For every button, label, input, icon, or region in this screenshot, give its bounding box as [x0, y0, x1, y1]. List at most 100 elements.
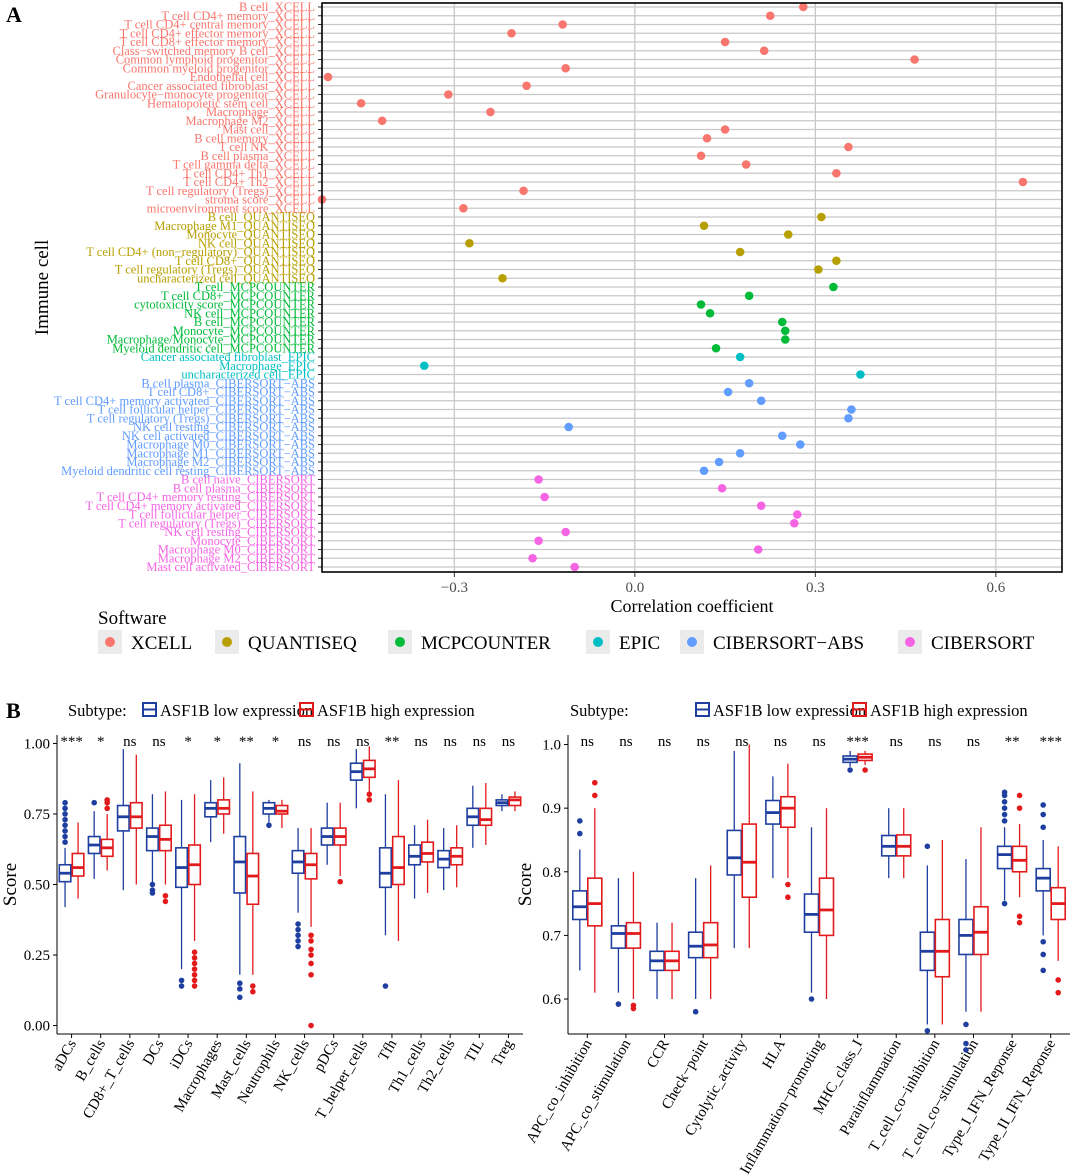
box-outlier — [577, 830, 583, 837]
data-point — [459, 203, 468, 213]
box-outlier — [295, 921, 301, 927]
box-outlier — [62, 828, 68, 834]
significance-label: ns — [890, 734, 904, 750]
significance-label: ** — [1005, 734, 1020, 750]
y-tick-label: 0.6 — [542, 992, 561, 1008]
box-outlier — [1040, 824, 1046, 831]
x-tick-label: 0.0 — [625, 580, 644, 596]
y-tick-label: T cell CD4+ memory resting_CIBERSORT — [96, 490, 315, 504]
box-outlier — [382, 983, 389, 989]
box-body — [610, 925, 627, 949]
data-point — [720, 37, 730, 47]
x-tick-label: T_cell_co−inhibition — [866, 1037, 943, 1155]
box-outlier — [237, 986, 243, 992]
data-point — [792, 510, 802, 519]
box-outlier — [91, 799, 97, 806]
legend-label: XCELL — [131, 633, 192, 654]
y-tick-label: Common myeloid progenitor_XCELL — [123, 61, 315, 75]
data-point — [832, 168, 841, 178]
significance-label: ns — [658, 734, 672, 750]
box-outlier — [615, 1001, 622, 1007]
y-tick-label: Macrophage M1_CIBERSORT−ABS — [126, 446, 315, 460]
box-outlier — [191, 977, 198, 984]
y-axis-title: Score — [515, 863, 536, 906]
box-body — [587, 877, 603, 927]
y-tick-label: Common lymphoid progenitor_XCELL — [116, 53, 315, 67]
box-outlier — [62, 811, 68, 817]
data-point — [419, 361, 429, 371]
data-point — [753, 545, 763, 554]
panel-a-label: A — [6, 2, 22, 27]
box-outlier — [1040, 802, 1046, 808]
y-tick-label: Myeloid dendritic cell_MCPCOUNTER — [112, 341, 315, 355]
box-outlier — [924, 843, 931, 850]
y-tick-label: Endothelial cell_XCELL — [190, 70, 315, 84]
y-tick-label: 0.00 — [24, 1019, 50, 1035]
data-point — [717, 483, 727, 493]
y-tick-label: T cell regulatory (Tregs)_XCELL — [146, 184, 315, 198]
legend-marker — [222, 637, 232, 647]
x-axis-title: Correlation coefficient — [610, 596, 773, 616]
y-tick-label: T cell CD4+ central memory_XCELL — [124, 18, 315, 32]
y-tick-label: 0.9 — [542, 801, 561, 817]
data-point — [507, 28, 516, 38]
data-point — [735, 448, 745, 458]
box-outlier — [191, 960, 198, 967]
y-tick-label: T cell CD8+_QUANTISEQ — [175, 254, 315, 268]
data-point — [817, 212, 826, 222]
box-outlier — [250, 988, 256, 995]
box-outlier — [191, 949, 198, 955]
y-tick-label: uncharacterized cell_QUANTISEQ — [137, 271, 315, 285]
y-tick-label: cytotoxicity score_MCPCOUNTER — [134, 298, 316, 312]
box-body — [421, 841, 435, 863]
box-body — [233, 835, 247, 894]
box-body — [508, 796, 522, 807]
box-body — [116, 804, 130, 832]
box-outlier — [1001, 789, 1008, 796]
box-body — [973, 905, 989, 956]
y-tick-label: T cell gamma delta_XCELL — [173, 158, 315, 172]
data-point — [696, 300, 706, 309]
y-tick-label: Macrophage_XCELL — [206, 105, 315, 119]
data-point — [780, 335, 790, 344]
y-axis-title: Score — [0, 863, 21, 906]
y-tick-label: Monocyte_CIBERSORT — [190, 534, 315, 548]
y-tick-label: Cancer associated fibroblast_EPIC — [141, 350, 315, 364]
box-outlier — [924, 1028, 931, 1034]
data-point — [910, 55, 919, 64]
y-tick-label: B cell_MCPCOUNTER — [194, 315, 316, 329]
box-outlier — [191, 971, 198, 978]
box-body — [934, 918, 951, 978]
data-point — [756, 501, 766, 511]
box-outlier — [149, 887, 156, 893]
significance-label: ns — [152, 734, 166, 750]
x-tick-label: CCR — [644, 1037, 673, 1071]
box-outlier — [250, 983, 256, 989]
x-tick-label: Treg — [489, 1037, 517, 1069]
data-point — [534, 536, 543, 546]
significance-label: * — [213, 734, 221, 750]
y-tick-label: B cell plasma_XCELL — [200, 149, 315, 163]
legend-label: ASF1B high expression — [317, 701, 475, 720]
y-tick-label: 1.00 — [24, 736, 50, 752]
box-outlier — [1001, 900, 1008, 907]
box-body — [275, 804, 289, 815]
legend-marker — [687, 637, 697, 647]
immune-function-boxplot: Subtype: ASF1B low expression ASF1B high e… — [515, 701, 1070, 1176]
significance-label: ns — [123, 734, 137, 750]
x-tick-label: Type_I_IFN_Reponse — [940, 1037, 1021, 1161]
significance-label: ns — [581, 734, 595, 750]
y-tick-label: Myeloid dendritic cell resting_CIBERSORT… — [61, 464, 315, 478]
immune-cell-boxplot: Subtype: ASF1B low expression ASF1B high e… — [0, 701, 523, 1122]
significance-label: ns — [414, 734, 428, 750]
y-tick-label: Macrophage_EPIC — [219, 359, 315, 373]
y-tick-label: uncharacterized cell_EPIC — [181, 368, 315, 382]
legend-label: QUANTISEQ — [248, 633, 357, 654]
immune-function-legend-title: Subtype: — [570, 701, 629, 720]
x-tick-label: pDCs — [311, 1037, 342, 1075]
y-tick-label: Monocyte_MCPCOUNTER — [173, 324, 316, 338]
data-point — [783, 230, 793, 239]
box-outlier — [62, 822, 68, 829]
box-outlier — [308, 932, 314, 939]
